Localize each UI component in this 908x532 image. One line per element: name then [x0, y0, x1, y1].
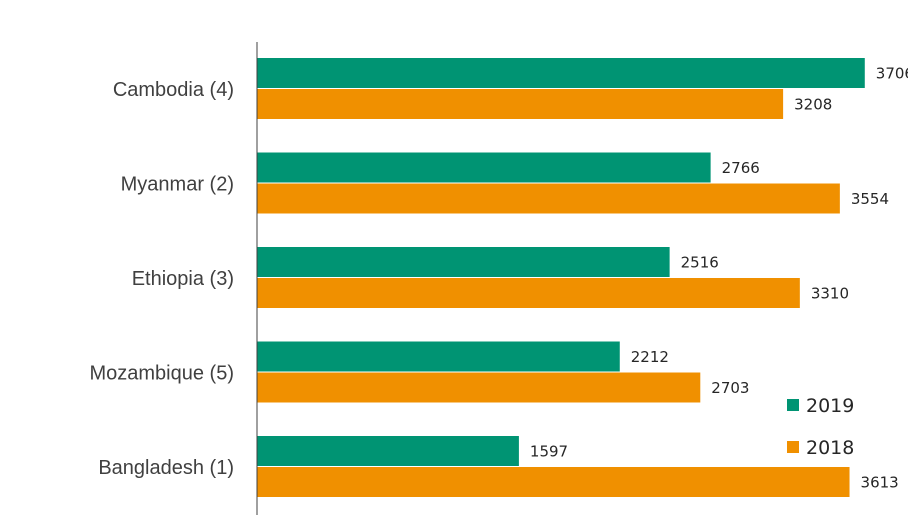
value-labels: 3706 3208 2766 3554 2516 3310 2212 2703 1597 3613 [530, 65, 908, 492]
bars [257, 58, 865, 497]
value-label-cambodia-4-2019: 3706 [876, 65, 908, 83]
bar-ethiopia-3-2019 [257, 247, 670, 277]
value-label-myanmar-2-2018: 3554 [851, 190, 889, 208]
bar-myanmar-2-2018 [257, 183, 840, 214]
category-label-cambodia-4: Cambodia (4) [113, 79, 234, 101]
value-label-mozambique-5-2018: 2703 [711, 379, 749, 397]
category-label-mozambique-5: Mozambique (5) [89, 363, 234, 385]
bar-bangladesh-1-2018 [257, 467, 850, 497]
category-label-myanmar-2: Myanmar (2) [121, 174, 234, 196]
legend-item-2019: 2019 [787, 395, 854, 417]
category-labels: Cambodia (4) Myanmar (2) Ethiopia (3) Mozam… [89, 79, 234, 479]
value-label-mozambique-5-2019: 2212 [631, 348, 669, 366]
category-label-bangladesh-1: Bangladesh (1) [98, 457, 234, 479]
category-label-ethiopia-3: Ethiopia (3) [132, 268, 234, 290]
legend: 2019 2018 [787, 395, 854, 459]
legend-swatch-2019 [787, 399, 799, 411]
value-label-myanmar-2-2019: 2766 [722, 159, 760, 177]
bar-cambodia-4-2019 [257, 58, 865, 88]
value-label-bangladesh-1-2018: 3613 [861, 474, 899, 492]
value-label-ethiopia-3-2019: 2516 [681, 254, 719, 272]
legend-swatch-2018 [787, 441, 799, 453]
bar-ethiopia-3-2018 [257, 278, 800, 308]
value-label-ethiopia-3-2018: 3310 [811, 285, 849, 303]
value-label-cambodia-4-2018: 3208 [794, 96, 832, 114]
bar-cambodia-4-2018 [257, 89, 784, 119]
legend-item-2018: 2018 [787, 437, 854, 459]
value-label-bangladesh-1-2019: 1597 [530, 443, 568, 461]
bar-myanmar-2-2019 [257, 152, 711, 183]
bar-bangladesh-1-2019 [257, 436, 519, 466]
bar-mozambique-5-2019 [257, 341, 620, 372]
bar-mozambique-5-2018 [257, 372, 701, 403]
legend-label-2019: 2019 [806, 395, 854, 417]
legend-label-2018: 2018 [806, 437, 854, 459]
